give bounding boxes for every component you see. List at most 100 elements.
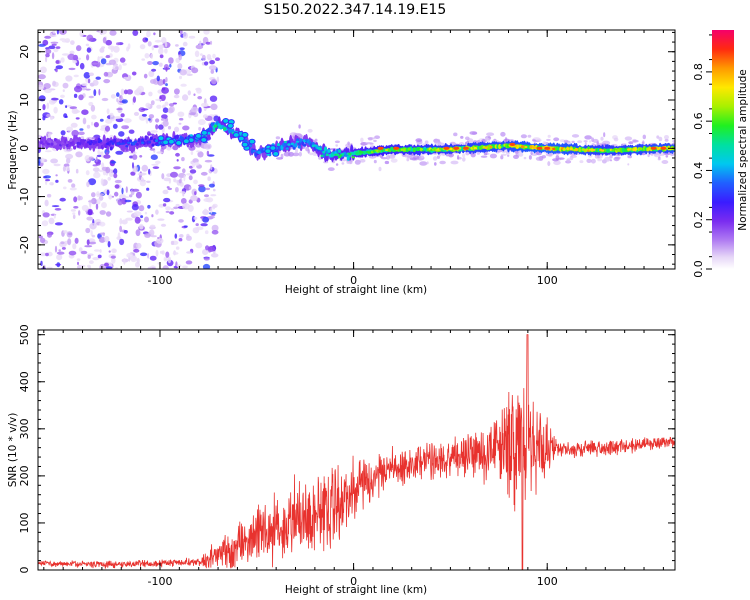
- spectrogram-cell: [65, 166, 70, 172]
- spectrogram-cell: [85, 142, 89, 148]
- spectrogram-cell: [91, 62, 99, 65]
- spectrogram-cell: [158, 203, 165, 208]
- colorbar-ticks: 0.0 0.2 0.4 0.6 0.8: [692, 34, 712, 278]
- spectrogram-cell: [55, 179, 59, 183]
- spectrogram-cell: [424, 140, 429, 145]
- spectrogram-cell: [59, 197, 66, 202]
- colorbar-tick-label: 0.2: [692, 211, 705, 229]
- spectrogram-cell: [190, 106, 199, 113]
- spectrogram-xlabel: Height of straight line (km): [285, 284, 427, 296]
- spectrogram-cell: [103, 79, 111, 84]
- spectrogram-cell: [373, 139, 377, 143]
- spectrogram-cell: [58, 249, 61, 252]
- spectrogram-cell: [288, 151, 294, 157]
- spectrogram-cell: [176, 264, 182, 268]
- spectrogram-cell: [276, 157, 283, 160]
- spectrogram-hotspot: [536, 146, 543, 150]
- spectrogram-cell: [144, 233, 151, 238]
- spectrogram-cell: [43, 175, 51, 179]
- spectrogram-cell: [181, 157, 185, 162]
- spectrogram-cell: [639, 147, 643, 151]
- spectrogram-cell: [313, 144, 317, 147]
- spectrogram-cell: [570, 155, 577, 158]
- spectrogram-cell: [354, 159, 361, 165]
- spectrogram-cell: [86, 34, 94, 42]
- spectrogram-cell: [77, 261, 79, 265]
- spectrogram-cell: [123, 257, 126, 265]
- spectrogram-cell: [111, 248, 117, 254]
- spectrogram-cell: [150, 100, 155, 106]
- spectrogram-cell: [571, 134, 580, 138]
- spectrogram-cell: [105, 39, 112, 46]
- spectrogram-cell: [530, 151, 533, 155]
- spectrogram-cell: [406, 155, 413, 158]
- spectrogram-cell: [124, 199, 132, 203]
- spectrogram-cell: [161, 37, 167, 44]
- spectrogram-cell: [165, 77, 168, 83]
- spectrogram-cell: [71, 108, 79, 115]
- spectrogram-ytick-label: 20: [18, 45, 31, 59]
- spectrogram-cell: [199, 40, 202, 46]
- spectrogram-cell: [135, 142, 139, 146]
- spectrogram-cell: [432, 156, 438, 161]
- spectrogram-cell: [121, 187, 124, 195]
- spectrogram-cell: [52, 30, 56, 34]
- spectrogram-cell: [182, 168, 186, 174]
- spectrogram-cell: [72, 214, 76, 219]
- spectrogram-cell: [121, 125, 129, 130]
- spectrogram-cell: [97, 254, 102, 259]
- spectrogram-cell: [297, 142, 301, 147]
- spectrogram-cell: [153, 45, 159, 48]
- spectrogram-cell: [54, 208, 62, 211]
- spectrogram-cell: [208, 65, 217, 71]
- spectrogram-cell: [209, 95, 218, 102]
- spectrogram-cell: [137, 85, 144, 93]
- spectrogram-cell: [672, 140, 675, 143]
- spectrogram-cell: [101, 162, 105, 169]
- spectrogram-cell: [47, 232, 52, 238]
- spectrogram-cell: [198, 185, 206, 193]
- spectrogram-cell: [42, 39, 49, 46]
- spectrogram-cell: [101, 46, 106, 49]
- spectrogram-cell: [307, 128, 313, 133]
- spectrogram-cell: [147, 141, 152, 144]
- spectrogram-cell: [161, 114, 168, 119]
- spectrogram-cell: [98, 88, 101, 96]
- spectrogram-cell: [125, 186, 128, 194]
- spectrogram-cell: [73, 93, 78, 98]
- spectrogram-cell: [203, 143, 212, 150]
- spectrogram-cell: [38, 84, 44, 91]
- spectrogram-cell: [104, 262, 109, 267]
- spectrogram-cell: [129, 194, 133, 198]
- spectrogram-cell: [45, 179, 50, 182]
- spectrogram-cell: [117, 232, 121, 239]
- spectrogram-cell: [69, 187, 77, 191]
- spectrogram-cell: [86, 54, 90, 61]
- snr-marks: [38, 334, 675, 570]
- spectrogram-cell: [208, 127, 213, 132]
- spectrogram-cell: [532, 139, 536, 142]
- spectrogram-cell: [179, 75, 182, 80]
- spectrogram-cell: [93, 140, 98, 144]
- spectrogram-cell: [120, 113, 125, 118]
- spectrogram-cell: [100, 151, 104, 158]
- spectrogram-cell: [165, 251, 170, 258]
- spectrogram-cell: [204, 159, 213, 163]
- spectrogram-cell: [293, 132, 302, 136]
- spectrogram-cell: [144, 211, 148, 215]
- spectrogram-cell: [486, 132, 495, 136]
- spectrogram-cell: [616, 149, 620, 152]
- spectrogram-cell: [150, 79, 157, 84]
- spectrogram-cell: [203, 30, 210, 35]
- spectrogram-cell: [283, 140, 287, 144]
- spectrogram-cell: [150, 154, 158, 160]
- spectrogram-cell: [634, 148, 638, 151]
- spectrogram-cell: [178, 238, 183, 242]
- spectrogram-cell: [172, 145, 179, 151]
- spectrogram-cell: [109, 140, 113, 143]
- spectrogram-cell: [149, 136, 153, 141]
- spectrogram-cell: [95, 161, 101, 166]
- spectrogram-cell: [202, 41, 205, 45]
- spectrogram-cell: [127, 141, 131, 144]
- spectrogram-cell: [203, 198, 211, 202]
